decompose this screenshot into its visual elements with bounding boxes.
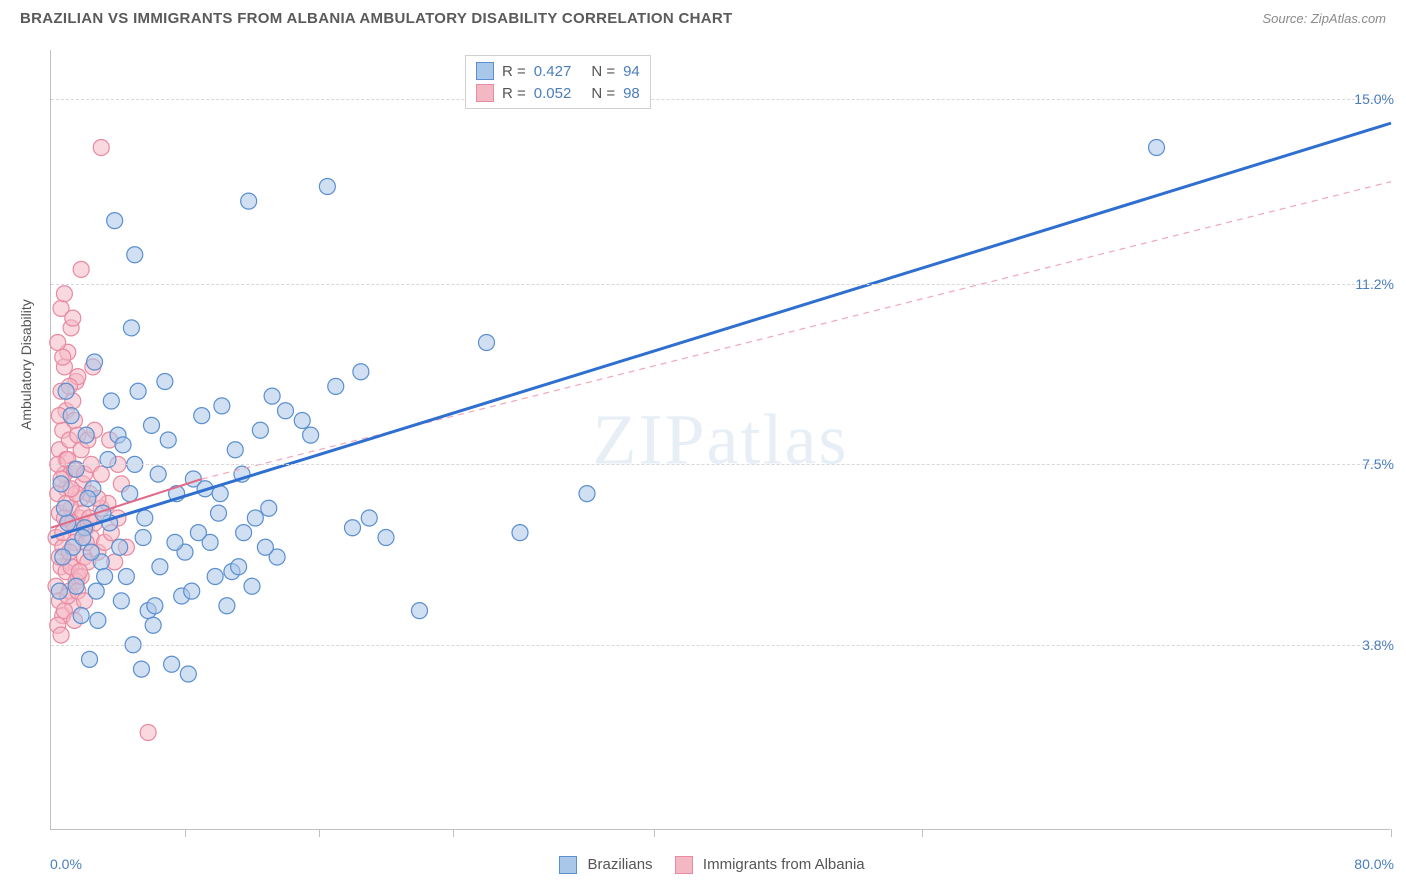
legend-row-series2: R = 0.052 N = 98 [476, 82, 640, 104]
x-tick [453, 829, 454, 837]
chart-plot-area: ZIPatlas [50, 50, 1390, 830]
r-value-series2: 0.052 [534, 85, 572, 102]
swatch-bottom-series2 [675, 856, 693, 874]
gridline [51, 284, 1390, 285]
legend-row-series1: R = 0.427 N = 94 [476, 60, 640, 82]
swatch-bottom-series1 [559, 856, 577, 874]
x-tick [185, 829, 186, 837]
y-axis-label: Ambulatory Disability [18, 299, 34, 430]
source-attribution: Source: ZipAtlas.com [1262, 11, 1386, 26]
x-tick [654, 829, 655, 837]
scatter-svg [51, 50, 1390, 829]
y-tick-label: 15.0% [1354, 91, 1394, 107]
n-value-series2: 98 [623, 85, 640, 102]
correlation-legend: R = 0.427 N = 94 R = 0.052 N = 98 [465, 55, 651, 109]
gridline [51, 99, 1390, 100]
x-tick [319, 829, 320, 837]
r-label: R = [502, 63, 526, 80]
gridline [51, 645, 1390, 646]
swatch-series1 [476, 62, 494, 80]
x-tick [1391, 829, 1392, 837]
y-tick-label: 3.8% [1362, 637, 1394, 653]
n-label: N = [591, 85, 615, 102]
gridline [51, 464, 1390, 465]
r-label: R = [502, 85, 526, 102]
bottom-legend-label2: Immigrants from Albania [703, 856, 865, 873]
r-value-series1: 0.427 [534, 63, 572, 80]
chart-title: BRAZILIAN VS IMMIGRANTS FROM ALBANIA AMB… [20, 10, 733, 27]
bottom-legend-label1: Brazilians [588, 856, 653, 873]
bottom-legend: Brazilians Immigrants from Albania [0, 856, 1406, 874]
n-value-series1: 94 [623, 63, 640, 80]
n-label: N = [591, 63, 615, 80]
swatch-series2 [476, 84, 494, 102]
y-tick-label: 7.5% [1362, 456, 1394, 472]
x-tick [922, 829, 923, 837]
y-tick-label: 11.2% [1355, 276, 1394, 292]
